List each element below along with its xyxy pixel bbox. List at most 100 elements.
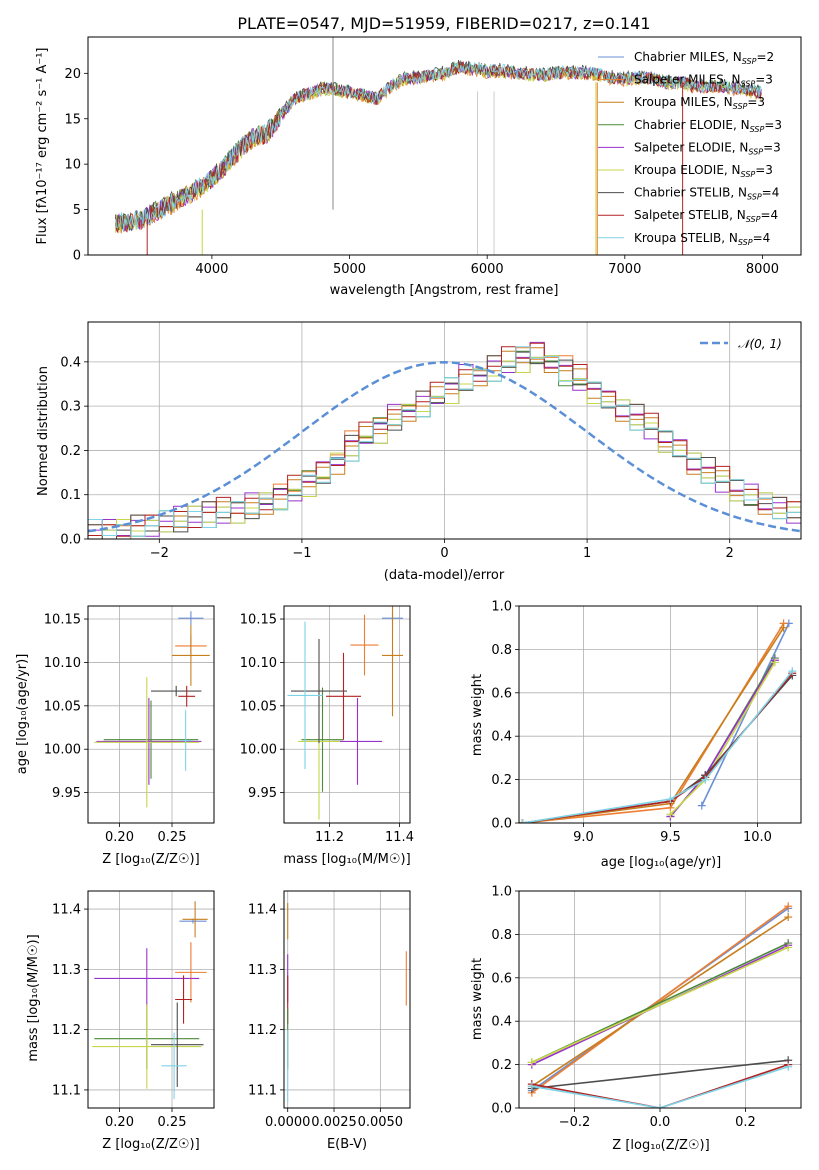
weight-age-ytick-label: 0.6 [491, 686, 512, 701]
mass-ebv-ytick-label: 11.1 [248, 1083, 277, 1098]
weight-age-marker [770, 658, 779, 667]
weight-z-marker [527, 1058, 536, 1067]
spectrum-ytick-label: 10 [64, 158, 81, 173]
spectrum-series-line [115, 59, 762, 232]
weight-z-series-line [531, 1059, 789, 1090]
weight-z-series-line [531, 1063, 789, 1108]
mass-z-ylabel: mass [log₁₀(M/M☉)] [26, 934, 41, 1061]
weight-z-series-line [531, 905, 789, 1094]
mass-vs-z-panel: 0.20 0.25 11.1 11.2 11.3 11.4 [52, 890, 215, 1130]
spectrum-series-line [115, 61, 762, 231]
age-z-ytick-label: 10.10 [44, 656, 81, 671]
normal-reference-curve [88, 361, 801, 533]
weight-age-marker [779, 623, 788, 632]
weight-age-frame [518, 605, 802, 824]
spectrum-ytick-label: 15 [64, 112, 81, 127]
spectrum-xtick-label: 5000 [333, 262, 366, 277]
mass-z-ytick-label: 11.4 [52, 903, 81, 918]
weight-age-ytick-label: 0.8 [491, 643, 512, 658]
weight-z-xtick-label: 0.0 [650, 1115, 671, 1130]
mass-z-ytick-label: 11.3 [52, 963, 81, 978]
weight-age-series-line [522, 627, 785, 823]
weight-age-xlabel: age [log₁₀(age/yr)] [601, 855, 722, 870]
weight-age-xtick-label: 9.5 [660, 830, 681, 845]
clip-mass-ebv-plot-area [287, 903, 407, 1102]
weight-z-marker [527, 1082, 536, 1091]
age-z-xlabel: Z [log₁₀(Z/Z☉)] [102, 852, 199, 867]
mass-ebv-xlabel: E(B-V) [327, 1137, 367, 1152]
residual-panel: −2 −1 0 1 2 0.0 0.1 0.2 0.3 0.4 𝒩(0, 1) [60, 321, 802, 561]
age-mass-xlabel: mass [log₁₀(M/M☉)] [283, 852, 410, 867]
weight-z-marker [784, 1062, 793, 1071]
residual-histogram [88, 346, 801, 539]
age-mass-ytick-label: 10.05 [240, 699, 277, 714]
age-z-ytick-label: 10.15 [44, 613, 81, 628]
weight-z-series-line [531, 946, 789, 1064]
weight-age-marker [666, 795, 675, 804]
age-z-ytick-label: 10.00 [44, 743, 81, 758]
spectrum-legend: Chabrier MILES, NSSP=2 Salpeter MILES, NS… [598, 50, 782, 247]
spectrum-ytick-label: 0 [73, 249, 81, 264]
age-mass-ytick-label: 9.95 [248, 786, 277, 801]
age-mass-ytick-label: 10.00 [240, 743, 277, 758]
weight-z-marker [784, 943, 793, 952]
spectrum-ytick-label: 5 [73, 203, 81, 218]
clip-mass-z-plot-area [92, 901, 208, 1099]
clip-age-z-plot-area [94, 611, 210, 808]
age-z-xtick-label: 0.20 [105, 830, 134, 845]
weight-age-ytick-label: 0.4 [491, 730, 512, 745]
clip-weight-z-plot-area [527, 902, 793, 1108]
weight-z-ylabel: mass weight [470, 958, 485, 1040]
weight-z-ytick-label: 0.0 [491, 1102, 512, 1117]
residual-xlabel: (data-model)/error [384, 568, 505, 583]
weight-z-series-line [531, 916, 789, 1087]
weight-age-series-line [522, 622, 785, 823]
residual-xtick-label: 2 [726, 546, 734, 561]
age-z-ytick-label: 9.95 [52, 786, 81, 801]
weight-z-series-line [531, 1066, 789, 1108]
residual-ytick-label: 0.0 [60, 533, 81, 548]
weight-z-ytick-label: 0.2 [491, 1058, 512, 1073]
weight-z-marker [656, 1104, 664, 1108]
spectrum-ytick-label: 20 [64, 67, 81, 82]
weight-z-xtick-label: 0.2 [735, 1115, 756, 1130]
spectrum-xtick-label: 8000 [746, 262, 779, 277]
weight-z-ytick-label: 1.0 [491, 885, 512, 900]
legend-entry: Salpeter STELIB, NSSP=4 [634, 208, 778, 224]
weight-age-ylabel: mass weight [470, 674, 485, 756]
clip-age-mass-plot-area [287, 606, 403, 820]
weight-age-series-line [669, 657, 776, 818]
age-mass-frame [283, 605, 411, 824]
mass-ebv-ytick-label: 11.3 [248, 963, 277, 978]
mass-z-frame [87, 890, 215, 1109]
spectrum-frame [87, 36, 802, 256]
weight-age-xtick-label: 10.0 [743, 830, 772, 845]
spectrum-panel: 4000 5000 6000 7000 8000 0 5 10 15 20 Chabrier MIL… [64, 36, 802, 277]
weight-age-ytick-label: 0.0 [491, 817, 512, 832]
weight-z-ytick-label: 0.8 [491, 928, 512, 943]
residual-ytick-label: 0.1 [60, 488, 81, 503]
weight-age-ytick-label: 1.0 [491, 600, 512, 615]
weight-age-marker [701, 775, 710, 784]
spectrum-ylabel: Flux [fλ10⁻¹⁷ erg cm⁻² s⁻¹ A⁻¹] [35, 48, 50, 245]
legend-entry: Chabrier MILES, NSSP=2 [634, 50, 774, 66]
age-mass-ytick-label: 10.15 [240, 613, 277, 628]
age-z-frame [87, 605, 215, 824]
weight-vs-z-panel: −0.2 0.0 0.2 0.0 0.2 0.4 0.6 0.8 1.0 [491, 885, 802, 1130]
age-mass-xtick-label: 11.2 [315, 830, 344, 845]
weight-age-xtick-label: 9.0 [573, 830, 594, 845]
weight-age-marker [666, 810, 675, 819]
residual-legend-label: 𝒩(0, 1) [738, 337, 782, 351]
legend-entry: Kroupa MILES, NSSP=3 [634, 95, 765, 111]
clip-weight-age-plot-area [519, 619, 797, 823]
mass-ebv-frame [283, 890, 411, 1109]
weight-z-frame [518, 890, 802, 1109]
mass-z-ytick-label: 11.2 [52, 1023, 81, 1038]
mass-ebv-xtick-label: 0.0050 [358, 1115, 404, 1130]
residual-histogram [88, 351, 801, 539]
mass-ebv-xtick-label: 0.0000 [265, 1115, 311, 1130]
mass-ebv-ytick-label: 11.2 [248, 1023, 277, 1038]
mass-z-xtick-label: 0.20 [105, 1115, 134, 1130]
age-vs-z-panel: 0.20 0.25 9.95 10.00 10.05 10.10 10.15 [44, 605, 215, 845]
weight-z-ytick-label: 0.6 [491, 971, 512, 986]
